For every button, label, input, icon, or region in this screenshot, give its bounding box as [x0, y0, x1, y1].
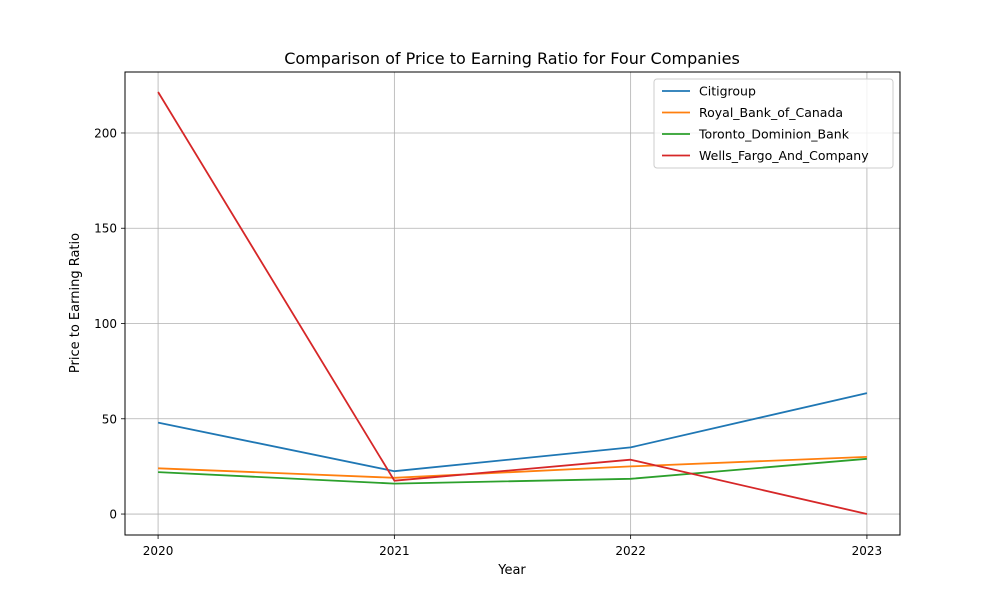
y-axis-label: Price to Earning Ratio: [68, 233, 83, 373]
y-tick-label: 150: [94, 222, 117, 236]
y-axis-ticks: 0 50 100 150 200: [94, 126, 125, 522]
legend: Citigroup Royal_Bank_of_Canada Toronto_Dom…: [653, 78, 894, 169]
legend-label: Citigroup: [699, 84, 756, 99]
x-tick-label: 2020: [143, 544, 174, 558]
plot-frame: [124, 71, 901, 536]
y-tick-label: 200: [94, 126, 117, 140]
legend-label: Wells_Fargo_And_Company: [699, 148, 869, 163]
x-tick-label: 2022: [615, 544, 646, 558]
series-lines: [157, 91, 868, 515]
series-line-toronto-dominion-bank: [158, 457, 867, 485]
x-tick-label: 2021: [379, 544, 410, 558]
chart-title: Comparison of Price to Earning Ratio for…: [284, 49, 740, 68]
series-line-wells-fargo-and-company: [157, 91, 868, 515]
series-line-citigroup: [157, 392, 868, 473]
y-tick-label: 50: [102, 412, 117, 426]
legend-box: [653, 78, 894, 169]
legend-label: Toronto_Dominion_Bank: [698, 127, 850, 142]
x-tick-label: 2023: [852, 544, 883, 558]
series-line-royal-bank-of-canada: [158, 456, 867, 479]
x-axis-label: Year: [497, 563, 526, 578]
legend-label: Royal_Bank_of_Canada: [699, 105, 843, 120]
x-axis-ticks: 2020 2021 2022 2023: [143, 535, 882, 558]
y-tick-label: 0: [109, 508, 117, 522]
y-tick-label: 100: [94, 317, 117, 331]
